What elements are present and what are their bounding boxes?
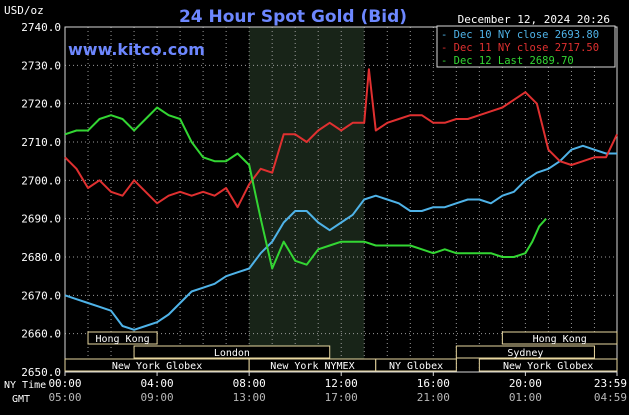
x-tick-label-ny: 16:00 xyxy=(417,377,450,390)
x-tick-label-gmt: 05:00 xyxy=(48,391,81,404)
session-bar xyxy=(501,331,618,345)
session-label: New York Globex xyxy=(503,361,593,372)
series-line-2 xyxy=(64,68,618,209)
x-tick-label-gmt: 01:00 xyxy=(509,391,542,404)
session-label: Hong Kong xyxy=(95,334,149,345)
x-tick-label-gmt: 13:00 xyxy=(233,391,266,404)
x-tick-label-ny: 08:00 xyxy=(233,377,266,390)
session-bar xyxy=(375,358,457,372)
y-tick-label: 2700.0 xyxy=(21,174,61,187)
x-tick-label-ny: 00:00 xyxy=(48,377,81,390)
legend-entry: - Dec 11 NY close 2717.50 xyxy=(441,42,599,54)
y-tick-label: 2710.0 xyxy=(21,136,61,149)
session-bar xyxy=(133,345,331,359)
y-tick-label: 2670.0 xyxy=(21,289,61,302)
session-label: Hong Kong xyxy=(533,334,587,345)
y-tick-label: 2720.0 xyxy=(21,98,61,111)
legend: - Dec 10 NY close 2693.80- Dec 11 NY clo… xyxy=(436,25,616,68)
y-axis-label: USD/oz xyxy=(4,4,44,17)
x-tick-label-gmt: 21:00 xyxy=(417,391,450,404)
x-tick-label-ny: 23:59 xyxy=(594,377,627,390)
legend-box xyxy=(436,25,616,68)
session-bar xyxy=(478,358,618,372)
watermark: www.kitco.com xyxy=(68,40,205,59)
session-label: NY Globex xyxy=(389,361,443,372)
y-tick-label: 2730.0 xyxy=(21,59,61,72)
session-bar xyxy=(455,345,595,359)
x-tick-label-gmt: 17:00 xyxy=(325,391,358,404)
y-tick-label: 2650.0 xyxy=(21,366,61,379)
y-axis-ticks: 2740.0 2730.0 2720.0 2710.0 2700.0 2690.0 2680… xyxy=(21,21,61,379)
y-tick-label: 2740.0 xyxy=(21,21,61,34)
x-row-ny-label: NY Time xyxy=(4,380,46,391)
series-line-1 xyxy=(64,144,617,331)
y-tick-label: 2680.0 xyxy=(21,251,61,264)
session-label: New York Globex xyxy=(112,361,202,372)
chart-title: 24 Hour Spot Gold (Bid) xyxy=(179,7,407,27)
series-line-3 xyxy=(64,106,547,270)
series-lines xyxy=(64,68,618,331)
session-label: London xyxy=(214,348,250,359)
session-bar xyxy=(87,331,158,345)
session-label: Sydney xyxy=(507,348,543,359)
y-tick-label: 2690.0 xyxy=(21,213,61,226)
x-tick-label-ny: 04:00 xyxy=(141,377,174,390)
x-tick-label-ny: 20:00 xyxy=(509,377,542,390)
x-tick-label-gmt: 04:59 xyxy=(594,391,627,404)
session-bars: Hong Kong London New York Globex New York N… xyxy=(64,331,618,372)
legend-entry: - Dec 10 NY close 2693.80 xyxy=(441,29,599,41)
session-label: New York NYMEX xyxy=(270,361,354,372)
timestamp: December 12, 2024 20:26 xyxy=(458,13,610,26)
highlight-band xyxy=(249,27,365,372)
y-tick-label: 2660.0 xyxy=(21,328,61,341)
x-tick-label-gmt: 09:00 xyxy=(141,391,174,404)
x-tick-label-ny: 12:00 xyxy=(325,377,358,390)
x-axis-ticks: 00:00 04:00 08:00 12:00 16:00 20:00 23:59 05:00… xyxy=(48,372,627,404)
legend-entry: - Dec 12 Last 2689.70 xyxy=(441,55,574,67)
x-row-gmt-label: GMT xyxy=(12,394,30,405)
